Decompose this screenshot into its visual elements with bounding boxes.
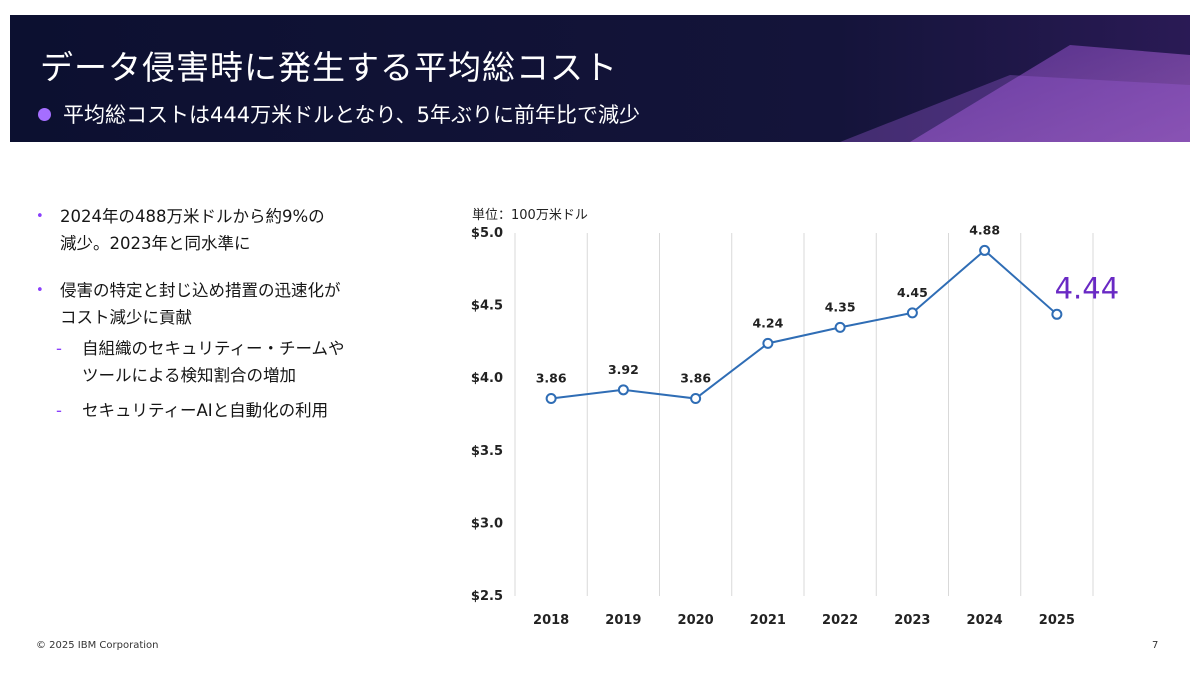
- data-point: [690, 393, 702, 405]
- data-point: [1051, 308, 1063, 320]
- x-tick-label: 2019: [605, 613, 641, 628]
- data-label: 4.24: [752, 315, 783, 330]
- page-subtitle: 平均総コストは444万米ドルとなり、5年ぶりに前年比で減少: [38, 99, 640, 129]
- y-tick-label: $5.0: [471, 226, 503, 241]
- dash-icon: -: [56, 339, 62, 358]
- data-label: 3.92: [608, 362, 639, 377]
- line-chart: $2.5 $3.0 $3.5 $4.0 $4.5 $5.0 2018 2019 2020 2021…: [471, 222, 1120, 628]
- copyright: © 2025 IBM Corporation: [36, 640, 159, 651]
- bullet-text: 2024年の488万米ドルから約9%の: [60, 207, 325, 226]
- x-tick-label: 2021: [750, 613, 786, 628]
- data-label-highlight: 4.44: [1055, 271, 1120, 305]
- dash-icon: -: [56, 401, 62, 420]
- data-label: 4.35: [825, 299, 856, 314]
- page-title: データ侵害時に発生する平均総コスト: [40, 48, 618, 87]
- y-tick-label: $3.0: [471, 516, 503, 531]
- y-tick-label: $3.5: [471, 444, 503, 459]
- bullet-text: コスト減少に貢献: [60, 308, 192, 327]
- data-point: [617, 384, 629, 396]
- chart-container: 単位：100万米ドル $2.5 $3.0 $3.5 $4.0 $4.5 $5.0 2018 2…: [460, 200, 1180, 640]
- y-tick-label: $4.5: [471, 299, 503, 314]
- data-point: [906, 307, 918, 319]
- bullet-dot-icon: [38, 107, 51, 121]
- series-line: [551, 249, 1058, 400]
- bullet-dot-icon: •: [36, 209, 44, 224]
- x-tick-label: 2020: [678, 613, 714, 628]
- page-number: 7: [1152, 640, 1159, 651]
- sub-bullet-item: - セキュリティーAIと自動化の利用: [36, 397, 416, 424]
- data-label: 4.45: [897, 285, 928, 300]
- y-tick-label: $4.0: [471, 371, 503, 386]
- sub-bullet-item: - 自組織のセキュリティー・チームや ツールによる検知割合の増加: [36, 335, 416, 389]
- sub-bullet-text: セキュリティーAIと自動化の利用: [82, 401, 329, 420]
- bullet-text: 減少。2023年と同水準に: [60, 234, 251, 253]
- bullet-list: • 2024年の488万米ドルから約9%の 減少。2023年と同水準に • 侵害…: [36, 203, 416, 432]
- sub-bullet-list: - 自組織のセキュリティー・チームや ツールによる検知割合の増加 - セキュリテ…: [36, 335, 416, 424]
- data-point: [979, 244, 991, 256]
- chart-unit-label: 単位：100万米ドル: [472, 208, 588, 223]
- header-banner: データ侵害時に発生する平均総コスト 平均総コストは444万米ドルとなり、5年ぶり…: [10, 15, 1190, 142]
- data-point: [545, 393, 557, 405]
- x-tick-label: 2024: [967, 613, 1003, 628]
- x-tick-label: 2018: [533, 613, 569, 628]
- bullet-item: • 2024年の488万米ドルから約9%の 減少。2023年と同水準に: [36, 203, 416, 257]
- bullet-item: • 侵害の特定と封じ込め措置の迅速化が コスト減少に貢献: [36, 277, 416, 331]
- sub-bullet-text: ツールによる検知割合の増加: [82, 366, 297, 385]
- x-tick-label: 2025: [1039, 613, 1075, 628]
- y-tick-label: $2.5: [471, 589, 503, 604]
- data-label: 4.88: [969, 222, 1000, 237]
- sub-bullet-text: 自組織のセキュリティー・チームや: [82, 339, 345, 358]
- bullet-dot-icon: •: [36, 283, 44, 298]
- x-tick-label: 2022: [822, 613, 858, 628]
- subtitle-text: 平均総コストは444万米ドルとなり、5年ぶりに前年比で減少: [63, 103, 640, 127]
- bullet-text: 侵害の特定と封じ込め措置の迅速化が: [60, 281, 341, 300]
- data-label: 3.86: [536, 371, 567, 386]
- data-point: [834, 321, 846, 333]
- data-point: [762, 337, 774, 349]
- header-background: [10, 15, 1190, 142]
- x-tick-label: 2023: [894, 613, 930, 628]
- data-label: 3.86: [680, 371, 711, 386]
